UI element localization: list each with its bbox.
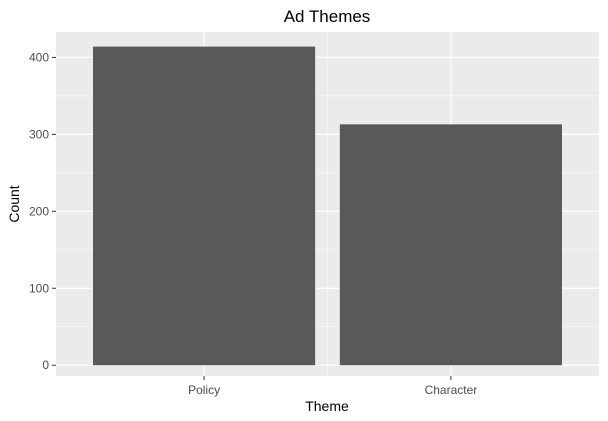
y-axis-ticks: 0 100 200 300 400 (29, 50, 56, 372)
bar-character (339, 124, 562, 366)
chart-title: Ad Themes (284, 7, 371, 26)
bars (93, 46, 562, 366)
x-axis-title: Theme (305, 398, 349, 414)
y-tick-label: 100 (29, 281, 49, 295)
x-tick-label: Character (425, 383, 478, 397)
y-axis-title: Count (6, 185, 22, 222)
x-axis-ticks: Policy Character (188, 376, 477, 397)
y-tick-label: 300 (29, 127, 49, 141)
y-tick-label: 0 (42, 358, 49, 372)
y-tick-label: 400 (29, 50, 49, 64)
x-tick-label: Policy (188, 383, 220, 397)
bar-policy (93, 46, 316, 366)
y-tick-label: 200 (29, 204, 49, 218)
